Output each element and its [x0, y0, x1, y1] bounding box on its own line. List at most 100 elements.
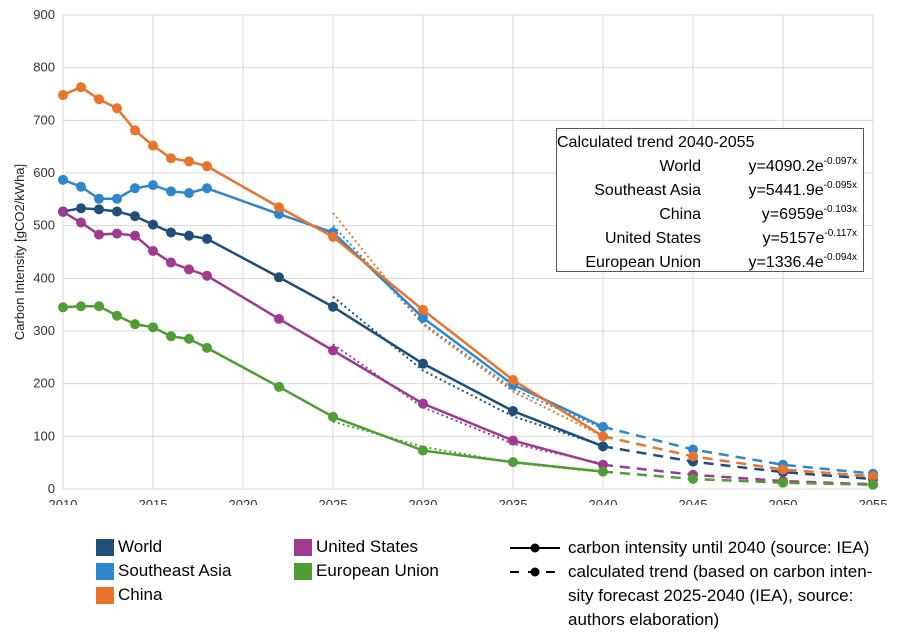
data-point-european-union [166, 331, 176, 342]
data-point-european-union [418, 445, 428, 456]
y-tick-label: 900 [33, 7, 55, 22]
data-point-southeast-asia [274, 209, 284, 220]
y-axis-label: Carbon Intensity [gCO2/kWha] [12, 164, 27, 340]
fit-line-united-states [332, 343, 604, 465]
data-point-china [130, 125, 140, 136]
data-point-southeast-asia [148, 180, 158, 191]
y-tick-label: 100 [33, 428, 55, 443]
trend-point-china [688, 451, 698, 462]
data-point-european-union [274, 381, 284, 392]
data-point-united-states [508, 435, 518, 446]
y-tick-label: 600 [33, 165, 55, 180]
x-tick-label: 2055 [859, 497, 888, 505]
data-point-southeast-asia [58, 174, 68, 185]
trend-row-southeast-asia: Southeast Asia y=5441.9e-0.095x [557, 179, 857, 203]
legend-label: European Union [316, 561, 439, 580]
trend-box-title: Calculated trend 2040-2055 [557, 134, 755, 151]
x-tick-label: 2035 [499, 497, 528, 505]
data-point-china [76, 82, 86, 93]
data-point-world [202, 233, 212, 244]
trend-name: Southeast Asia [594, 182, 701, 199]
data-point-china [598, 431, 608, 442]
data-point-world [274, 272, 284, 283]
trend-name: European Union [585, 254, 701, 271]
x-tick-label: 2010 [49, 497, 78, 505]
data-point-china [418, 304, 428, 315]
trend-equation: y=1336.4e-0.094x [748, 252, 857, 272]
data-point-united-states [598, 459, 608, 470]
data-point-united-states [184, 264, 194, 275]
data-point-united-states [112, 228, 122, 239]
legend-label: authors elaboration) [568, 610, 720, 629]
trend-line-world [602, 445, 874, 481]
trend-line-european-union [602, 470, 874, 487]
legend-label: China [118, 585, 163, 604]
data-point-china [508, 374, 518, 385]
data-point-world [598, 441, 608, 452]
x-tick-label: 2045 [679, 497, 708, 505]
legend-label: calculated trend (based on carbon inten- [568, 562, 873, 581]
data-point-china [274, 202, 284, 213]
legend-label: World [118, 537, 163, 556]
data-point-united-states [130, 230, 140, 241]
data-point-china [148, 140, 158, 151]
y-tick-label: 800 [33, 60, 55, 75]
data-point-china [202, 161, 212, 172]
data-point-european-union [508, 457, 518, 468]
legend-label: United States [316, 537, 419, 556]
data-point-china [94, 94, 104, 105]
y-tick-label: 0 [48, 481, 55, 496]
legend-label: sity forecast 2025-2040 (IEA), source: [568, 586, 854, 605]
legend-swatch [96, 587, 114, 604]
data-point-southeast-asia [94, 193, 104, 204]
fit-line-china [332, 212, 604, 438]
fit-line-world [332, 295, 604, 447]
data-point-european-union [328, 411, 338, 422]
data-point-southeast-asia [166, 186, 176, 197]
data-point-world [130, 211, 140, 222]
trend-point-european-union [868, 479, 878, 490]
trend-equation: y=5441.9e-0.095x [748, 180, 857, 200]
legend-swatch [96, 563, 114, 580]
data-point-southeast-asia [418, 312, 428, 323]
data-point-southeast-asia [184, 188, 194, 199]
data-point-european-union [94, 301, 104, 312]
trend-row-china: China y=6959e-0.103x [557, 203, 857, 227]
data-point-china [166, 153, 176, 164]
data-point-united-states [328, 345, 338, 356]
data-point-european-union [148, 322, 158, 333]
x-tick-label: 2040 [589, 497, 618, 505]
legend-swatch [96, 539, 114, 556]
data-point-united-states [202, 270, 212, 281]
data-point-world [166, 227, 176, 238]
dashed-line-marker-icon [510, 567, 560, 577]
x-tick-label: 2015 [139, 497, 168, 505]
data-point-southeast-asia [76, 181, 86, 192]
legend-label: carbon intensity until 2040 (source: IEA… [568, 538, 870, 557]
data-point-united-states [94, 229, 104, 240]
data-point-southeast-asia [130, 183, 140, 194]
trend-row-united-states: United States y=5157e-0.117x [557, 227, 857, 251]
data-point-china [328, 231, 338, 242]
trend-name: World [659, 158, 702, 175]
x-tick-label: 2025 [319, 497, 348, 505]
data-point-european-union [130, 319, 140, 330]
data-point-european-union [112, 310, 122, 321]
data-point-southeast-asia [202, 183, 212, 194]
data-point-world [418, 358, 428, 369]
trend-row-world: World y=4090.2e-0.097x [557, 155, 858, 179]
trend-equation: y=6959e-0.103x [761, 204, 857, 224]
trend-equation: y=4090.2e-0.097x [748, 156, 857, 176]
y-tick-label: 500 [33, 218, 55, 233]
data-point-world [184, 230, 194, 241]
solid-line-marker-icon [510, 543, 560, 553]
trend-point-southeast-asia [688, 444, 698, 455]
trend-row-european-union: European Union y=1336.4e-0.094x [557, 251, 857, 275]
data-point-united-states [418, 398, 428, 409]
data-point-united-states [58, 206, 68, 217]
data-point-world [76, 203, 86, 214]
trend-equations-box: Calculated trend 2040-2055 World y=4090.… [556, 128, 864, 272]
y-tick-label: 400 [33, 270, 55, 285]
data-point-china [112, 103, 122, 114]
data-point-world [328, 301, 338, 312]
